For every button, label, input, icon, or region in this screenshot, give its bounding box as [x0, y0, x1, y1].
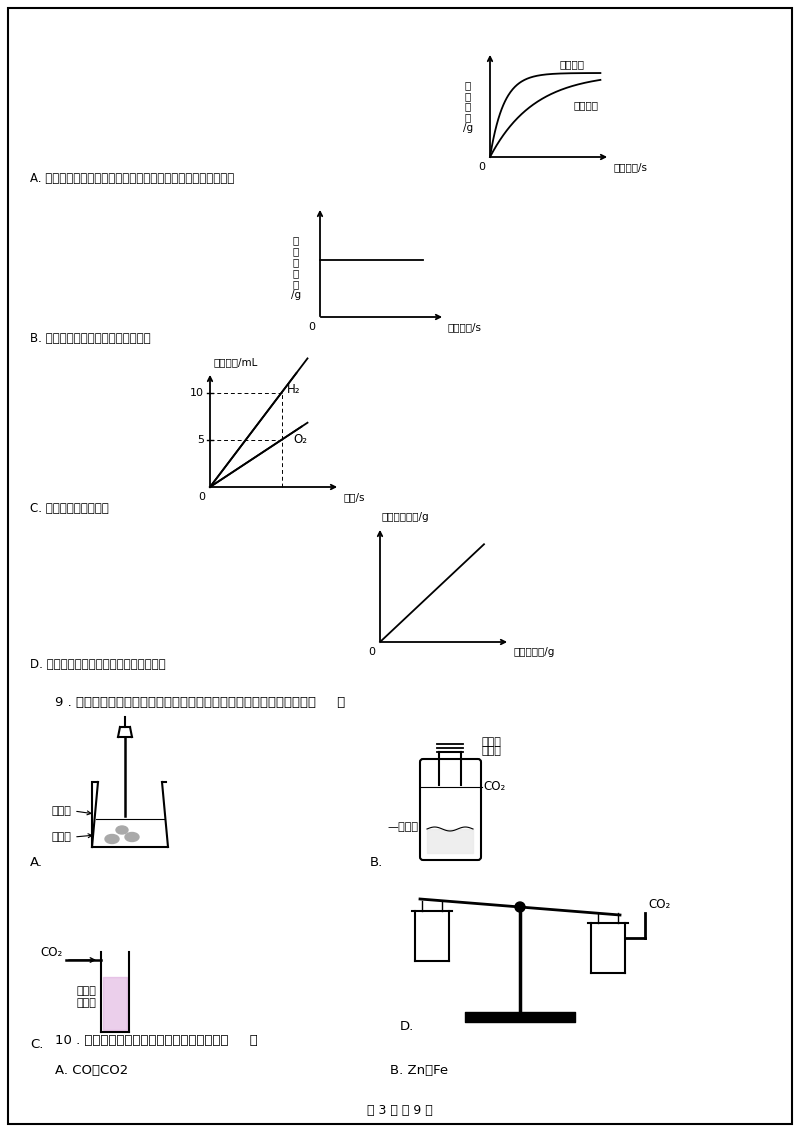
Text: 稀盐酸: 稀盐酸	[52, 806, 72, 816]
Text: B. 一定质量的红磷在密闭容器中燃烧: B. 一定质量的红磷在密闭容器中燃烧	[30, 333, 150, 345]
Text: D.: D.	[400, 1021, 414, 1034]
Text: 有催化剂: 有催化剂	[560, 59, 585, 69]
Ellipse shape	[116, 826, 128, 834]
Text: 10 . 下列各组物质，其化学性质不相似的是（     ）: 10 . 下列各组物质，其化学性质不相似的是（ ）	[55, 1034, 258, 1046]
Text: 紫色石
蕊试液: 紫色石 蕊试液	[76, 986, 96, 1007]
Text: 0: 0	[369, 648, 375, 657]
Text: 稀盐酸质量/g: 稀盐酸质量/g	[513, 648, 554, 657]
Text: 无催化剂: 无催化剂	[574, 100, 599, 110]
Text: A. 用等质量、等浓度的过氧化氢溶液在有无催化剂条件下制氧气: A. 用等质量、等浓度的过氧化氢溶液在有无催化剂条件下制氧气	[30, 172, 234, 186]
Text: B.: B.	[370, 856, 383, 868]
Text: 0: 0	[309, 321, 315, 332]
Text: C.: C.	[30, 1038, 43, 1050]
Text: 氧
气
质
量
/g: 氧 气 质 量 /g	[463, 80, 473, 134]
Text: A. CO、CO2: A. CO、CO2	[55, 1063, 128, 1077]
Text: —石灰水: —石灰水	[387, 822, 418, 832]
Text: CO₂: CO₂	[648, 898, 670, 911]
Ellipse shape	[125, 832, 139, 841]
Text: O₂: O₂	[294, 434, 307, 446]
Text: 0: 0	[198, 492, 206, 501]
Text: 物
质
总
质
量
/g: 物 质 总 质 量 /g	[291, 235, 301, 300]
Text: 矿泉水: 矿泉水	[482, 737, 502, 747]
Text: 5: 5	[197, 435, 204, 445]
Text: 9 . 如图所示有关二氧化碳的实验中，只能证明二氧化碳物理性质的是（     ）: 9 . 如图所示有关二氧化碳的实验中，只能证明二氧化碳物理性质的是（ ）	[55, 695, 346, 709]
FancyBboxPatch shape	[420, 758, 481, 860]
Text: 反应时间/s: 反应时间/s	[448, 321, 482, 332]
Text: H₂: H₂	[286, 384, 300, 396]
Circle shape	[515, 902, 525, 912]
Text: A.: A.	[30, 856, 43, 868]
Text: CO₂: CO₂	[41, 945, 63, 959]
Text: 塑料瓶: 塑料瓶	[482, 746, 502, 756]
Text: 石灰石: 石灰石	[52, 832, 72, 842]
Text: 0: 0	[478, 162, 486, 172]
Text: D. 向一定量的石灰石中滴加稀盐酸至过量: D. 向一定量的石灰石中滴加稀盐酸至过量	[30, 658, 166, 670]
Text: B. Zn、Fe: B. Zn、Fe	[390, 1063, 448, 1077]
Ellipse shape	[105, 834, 119, 843]
Text: 10: 10	[190, 387, 204, 397]
Text: 气体体积/mL: 气体体积/mL	[214, 357, 258, 367]
Text: 第 3 页 共 9 页: 第 3 页 共 9 页	[367, 1104, 433, 1116]
Text: CO₂: CO₂	[483, 780, 506, 794]
Text: 时间/s: 时间/s	[343, 492, 365, 501]
Text: C. 将水通电一段时间后: C. 将水通电一段时间后	[30, 503, 109, 515]
Text: 二氧化碳质量/g: 二氧化碳质量/g	[382, 512, 430, 522]
Text: 反应时间/s: 反应时间/s	[613, 162, 647, 172]
